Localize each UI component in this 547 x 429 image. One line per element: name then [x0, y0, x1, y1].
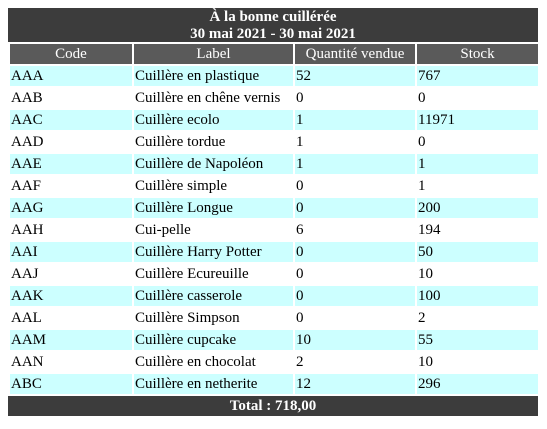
cell-quantity: 1 — [295, 132, 415, 152]
cell-label: Cui-pelle — [134, 220, 293, 240]
report: À la bonne cuillérée 30 mai 2021 - 30 ma… — [8, 8, 538, 416]
column-header-stock: Stock — [417, 44, 538, 64]
cell-stock: 0 — [417, 132, 538, 152]
report-title: À la bonne cuillérée 30 mai 2021 - 30 ma… — [8, 8, 538, 42]
cell-quantity: 1 — [295, 110, 415, 130]
cell-quantity: 0 — [295, 88, 415, 108]
cell-label: Cuillère de Napoléon — [134, 154, 293, 174]
cell-quantity: 0 — [295, 198, 415, 218]
cell-stock: 1 — [417, 176, 538, 196]
cell-code: AAG — [10, 198, 132, 218]
table-row: AAN Cuillère en chocolat 2 10 — [10, 352, 538, 372]
table-header-row: Code Label Quantité vendue Stock — [10, 44, 538, 64]
table-body: AAA Cuillère en plastique 52 767 AAB Cuillère… — [10, 66, 538, 394]
table-row: AAJ Cuillère Ecureuille 0 10 — [10, 264, 538, 284]
table-row: AAD Cuillère tordue 1 0 — [10, 132, 538, 152]
table-row: AAI Cuillère Harry Potter 0 50 — [10, 242, 538, 262]
cell-code: ABC — [10, 374, 132, 394]
cell-stock: 55 — [417, 330, 538, 350]
cell-code: AAB — [10, 88, 132, 108]
stock-table: Code Label Quantité vendue Stock AAA Cuil… — [8, 42, 540, 396]
cell-stock: 2 — [417, 308, 538, 328]
cell-code: AAL — [10, 308, 132, 328]
cell-quantity: 10 — [295, 330, 415, 350]
table-row: AAC Cuillère ecolo 1 11971 — [10, 110, 538, 130]
cell-label: Cuillère simple — [134, 176, 293, 196]
cell-label: Cuillère casserole — [134, 286, 293, 306]
cell-code: AAJ — [10, 264, 132, 284]
cell-stock: 1 — [417, 154, 538, 174]
cell-label: Cuillère Ecureuille — [134, 264, 293, 284]
table-row: ABC Cuillère en netherite 12 296 — [10, 374, 538, 394]
table-row: AAH Cui-pelle 6 194 — [10, 220, 538, 240]
cell-label: Cuillère Harry Potter — [134, 242, 293, 262]
cell-code: AAI — [10, 242, 132, 262]
cell-label: Cuillère Simpson — [134, 308, 293, 328]
table-row: AAB Cuillère en chêne vernis 0 0 — [10, 88, 538, 108]
column-header-label: Label — [134, 44, 293, 64]
column-header-code: Code — [10, 44, 132, 64]
table-row: AAM Cuillère cupcake 10 55 — [10, 330, 538, 350]
total-row: Total : 718,00 — [8, 396, 538, 416]
cell-code: AAH — [10, 220, 132, 240]
cell-code: AAF — [10, 176, 132, 196]
cell-label: Cuillère Longue — [134, 198, 293, 218]
cell-label: Cuillère en chocolat — [134, 352, 293, 372]
column-header-quantity: Quantité vendue — [295, 44, 415, 64]
cell-quantity: 2 — [295, 352, 415, 372]
cell-stock: 50 — [417, 242, 538, 262]
cell-label: Cuillère en plastique — [134, 66, 293, 86]
cell-quantity: 0 — [295, 286, 415, 306]
cell-code: AAD — [10, 132, 132, 152]
cell-quantity: 0 — [295, 242, 415, 262]
table-row: AAE Cuillère de Napoléon 1 1 — [10, 154, 538, 174]
report-date-range: 30 mai 2021 - 30 mai 2021 — [190, 26, 356, 42]
cell-code: AAM — [10, 330, 132, 350]
cell-label: Cuillère en chêne vernis — [134, 88, 293, 108]
cell-stock: 10 — [417, 264, 538, 284]
cell-quantity: 0 — [295, 264, 415, 284]
cell-label: Cuillère en netherite — [134, 374, 293, 394]
cell-quantity: 0 — [295, 308, 415, 328]
cell-quantity: 1 — [295, 154, 415, 174]
cell-stock: 200 — [417, 198, 538, 218]
cell-stock: 10 — [417, 352, 538, 372]
cell-stock: 767 — [417, 66, 538, 86]
cell-stock: 0 — [417, 88, 538, 108]
cell-stock: 296 — [417, 374, 538, 394]
cell-code: AAC — [10, 110, 132, 130]
cell-code: AAN — [10, 352, 132, 372]
table-row: AAG Cuillère Longue 0 200 — [10, 198, 538, 218]
cell-label: Cuillère cupcake — [134, 330, 293, 350]
cell-label: Cuillère ecolo — [134, 110, 293, 130]
table-row: AAF Cuillère simple 0 1 — [10, 176, 538, 196]
cell-stock: 194 — [417, 220, 538, 240]
cell-quantity: 6 — [295, 220, 415, 240]
cell-code: AAE — [10, 154, 132, 174]
table-row: AAK Cuillère casserole 0 100 — [10, 286, 538, 306]
cell-stock: 11971 — [417, 110, 538, 130]
cell-quantity: 0 — [295, 176, 415, 196]
cell-code: AAK — [10, 286, 132, 306]
cell-quantity: 52 — [295, 66, 415, 86]
cell-stock: 100 — [417, 286, 538, 306]
cell-label: Cuillère tordue — [134, 132, 293, 152]
report-name: À la bonne cuillérée — [209, 9, 337, 25]
table-row: AAA Cuillère en plastique 52 767 — [10, 66, 538, 86]
table-row: AAL Cuillère Simpson 0 2 — [10, 308, 538, 328]
cell-code: AAA — [10, 66, 132, 86]
cell-quantity: 12 — [295, 374, 415, 394]
